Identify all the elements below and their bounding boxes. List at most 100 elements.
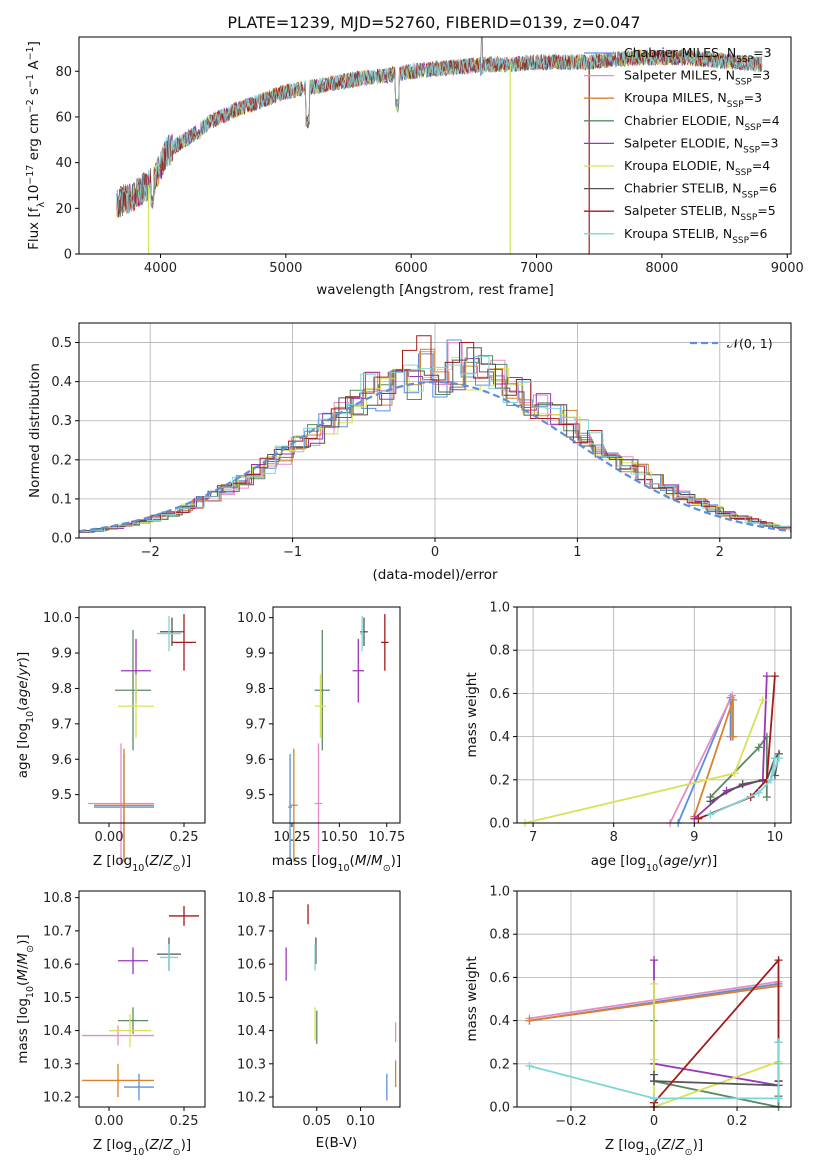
spectrum-line	[116, 49, 763, 214]
x-tick-label: 10.50	[321, 830, 358, 845]
y-tick-label: 0.3	[51, 414, 72, 429]
weight-point	[694, 814, 703, 823]
weight-point	[650, 1094, 658, 1103]
x-tick-label: 9000	[771, 261, 804, 276]
x-tick-label: 0	[650, 1114, 658, 1129]
y-tick-label: 0.8	[489, 928, 510, 943]
axes-frame	[78, 606, 206, 824]
y-axis-label: Flux [fλ10−17 erg cm−2 s−1 A−1]	[25, 41, 47, 250]
histogram-series	[79, 335, 787, 533]
weight-point	[754, 788, 763, 797]
y-tick-label: 10.2	[237, 1091, 266, 1106]
legend-entry: Chabrier STELIB, NSSP=6	[624, 181, 777, 201]
x-tick-label: 10.25	[273, 830, 310, 845]
y-tick-label: 0.8	[489, 644, 510, 659]
y-tick-label: 10.2	[43, 1091, 72, 1106]
gaussian-reference	[78, 380, 792, 533]
y-axis-label: mass weight	[464, 672, 480, 757]
axes-frame	[78, 890, 206, 1108]
x-tick-label: 0.25	[170, 1114, 199, 1129]
x-axis-label: Z [log10(Z/Z⊙)]	[605, 1137, 703, 1158]
x-tick-label: 4000	[144, 261, 177, 276]
y-tick-label: 9.5	[245, 788, 266, 803]
x-axis-label: wavelength [Angstrom, rest frame]	[316, 282, 554, 298]
weight-point	[650, 1077, 658, 1086]
x-tick-label: 0.05	[302, 1114, 331, 1129]
axes-frame	[272, 890, 401, 1108]
y-tick-label: 0.0	[51, 532, 72, 547]
weight-point	[728, 691, 737, 700]
axes-frame	[78, 36, 792, 255]
x-axis-label: age [log10(age/yr)]	[591, 853, 717, 874]
x-tick-label: 2	[716, 545, 724, 560]
y-tick-label: 9.9	[51, 647, 72, 662]
panel-age-vs-Z: 0.00 0.25 9.5 9.6 9.7 9.8 9.9 10.0 Z [log10(Z/Z⊙…	[15, 606, 206, 874]
y-tick-label: 0	[64, 248, 72, 263]
y-tick-label: 0.2	[489, 773, 510, 788]
y-tick-label: 0.6	[489, 971, 510, 986]
x-axis-label: E(B-V)	[316, 1135, 358, 1151]
y-tick-label: 20	[55, 202, 72, 217]
panel-mass-vs-EBV: 0.05 0.10 10.2 10.3 10.4 10.5 10.6 10.7 10.8 E(B-…	[237, 890, 401, 1151]
y-tick-label: 9.6	[51, 753, 72, 768]
y-tick-label: 80	[55, 65, 72, 80]
x-tick-label: 0.2	[727, 1114, 748, 1129]
legend-entry: Kroupa STELIB, NSSP=6	[624, 226, 768, 246]
legend-entry: Kroupa MILES, NSSP=3	[624, 90, 762, 110]
y-tick-label: 10.5	[43, 991, 72, 1006]
weight-point	[774, 956, 783, 965]
y-axis-label: mass [log10(M/M⊙)]	[15, 934, 36, 1063]
x-tick-label: 8000	[645, 261, 678, 276]
x-tick-label: 6000	[395, 261, 428, 276]
y-tick-label: 0.5	[51, 336, 72, 351]
x-tick-label: 0.00	[95, 1114, 124, 1129]
y-tick-label: 10.7	[43, 924, 72, 939]
x-tick-label: 1	[573, 545, 581, 560]
y-tick-label: 0.2	[51, 453, 72, 468]
y-tick-label: 10.0	[43, 611, 72, 626]
x-tick-label: 10	[767, 830, 784, 845]
x-axis-label: mass [log10(M/M⊙)]	[272, 853, 401, 874]
weight-point	[774, 1038, 783, 1047]
y-tick-label: 60	[55, 110, 72, 125]
x-tick-label: 7	[529, 830, 537, 845]
weight-point	[754, 743, 763, 752]
weight-line	[653, 960, 780, 1087]
y-tick-label: 9.5	[51, 788, 72, 803]
weight-point	[738, 780, 747, 789]
y-tick-label: 10.6	[237, 958, 266, 973]
panel-age-vs-mass: 10.25 10.50 10.75 9.5 9.6 9.7 9.8 9.9 10.0 mass […	[237, 606, 405, 874]
y-tick-label: 10.5	[237, 991, 266, 1006]
y-tick-label: 9.8	[51, 682, 72, 697]
x-tick-label: 7000	[520, 261, 553, 276]
legend-entry: Salpeter MILES, NSSP=3	[624, 68, 770, 88]
x-axis-label: Z [log10(Z/Z⊙)]	[93, 853, 191, 874]
legend-entry: 𝒩(0, 1)	[727, 336, 773, 351]
y-axis-label: mass weight	[464, 956, 480, 1041]
panel-residuals: −2 −1 0 1 2 0.0 0.1 0.2 0.3 0.4 0.5 (data-model)/er…	[27, 322, 792, 583]
x-tick-label: −2	[141, 545, 160, 560]
histogram-series	[79, 342, 790, 533]
legend-entry: Chabrier MILES, NSSP=3	[624, 45, 772, 65]
weight-point	[525, 1061, 534, 1070]
y-tick-label: 9.8	[245, 682, 266, 697]
y-tick-label: 10.7	[237, 924, 266, 939]
x-tick-label: 9	[690, 830, 698, 845]
y-tick-label: 10.3	[237, 1057, 266, 1072]
weight-point	[525, 1016, 534, 1025]
y-tick-label: 9.6	[245, 753, 266, 768]
weight-point	[706, 810, 715, 819]
y-tick-label: 0.0	[489, 1101, 510, 1116]
y-tick-label: 0.6	[489, 687, 510, 702]
x-tick-label: 0	[431, 545, 439, 560]
y-tick-label: 0.1	[51, 492, 72, 507]
y-tick-label: 0.0	[489, 817, 510, 832]
axes-frame	[272, 606, 401, 824]
weight-point	[728, 732, 737, 741]
y-tick-label: 9.7	[245, 717, 266, 732]
y-axis-label: age [log10(age/yr)]	[15, 652, 36, 778]
y-tick-label: 1.0	[489, 885, 510, 900]
y-tick-label: 10.4	[43, 1024, 72, 1039]
weight-point	[774, 754, 783, 763]
